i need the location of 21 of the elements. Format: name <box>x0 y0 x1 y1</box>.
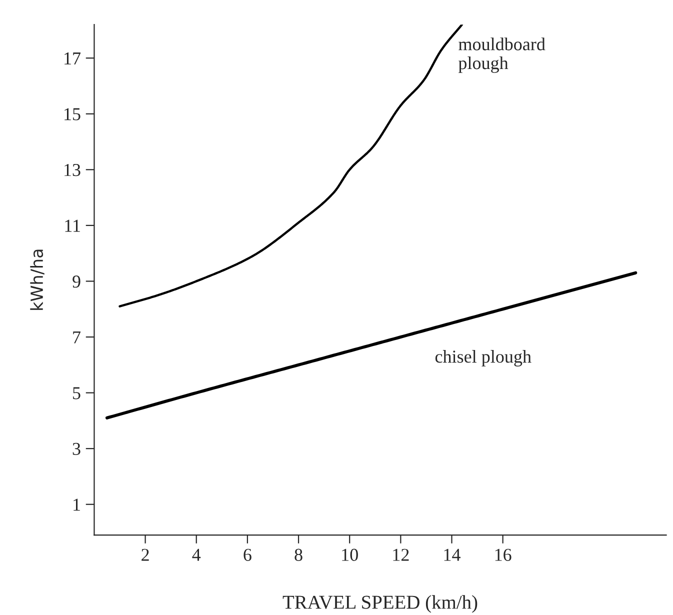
x-tick-label: 16 <box>495 548 512 561</box>
y-tick-label: 1 <box>74 498 80 511</box>
y-tick-label: 7 <box>73 331 81 344</box>
series-label: chisel plough <box>435 350 532 366</box>
x-tick-label: 10 <box>342 548 358 561</box>
x-tick-label: 6 <box>244 548 252 561</box>
y-tick-label: 17 <box>64 52 81 64</box>
y-tick-label: 5 <box>73 387 80 400</box>
y-tick-label: 13 <box>64 164 80 176</box>
y-tick-label: 9 <box>72 276 80 288</box>
x-tick-label: 8 <box>294 548 302 561</box>
y-tick-label: 15 <box>64 108 80 120</box>
x-axis-title: TRAVEL SPEED (km/h) <box>282 595 478 613</box>
x-tick-label: 4 <box>192 548 201 561</box>
x-tick-label: 12 <box>393 548 409 561</box>
series-label: mouldboard plough <box>458 38 546 73</box>
y-axis-title: kWh/ha <box>30 250 44 310</box>
x-tick-label: 14 <box>444 548 460 561</box>
y-tick-label: 3 <box>72 442 80 456</box>
y-tick-label: 11 <box>65 220 80 232</box>
x-tick-label: 2 <box>142 548 149 561</box>
